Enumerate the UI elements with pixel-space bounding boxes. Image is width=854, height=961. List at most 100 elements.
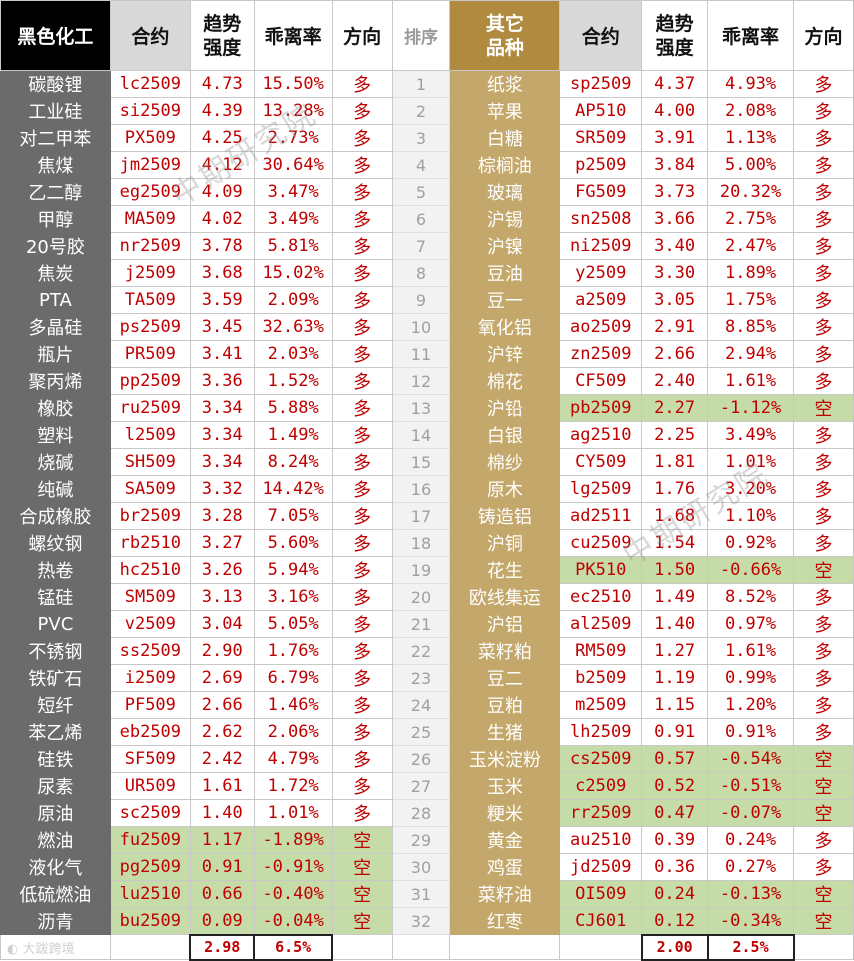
left-trend-strength: 3.78 — [189, 232, 255, 260]
right-contract: p2509 — [559, 151, 643, 179]
right-deviation-rate: 1.89% — [707, 259, 795, 287]
left-deviation-rate: 1.01% — [253, 799, 333, 827]
left-product-name: 塑料 — [0, 421, 111, 449]
right-deviation-rate: 0.91% — [707, 718, 795, 746]
right-product-name: 铸造铝 — [449, 502, 561, 530]
right-direction: 多 — [793, 232, 854, 260]
left-trend-strength: 3.34 — [189, 448, 255, 476]
left-direction: 多 — [331, 259, 393, 287]
right-direction: 多 — [793, 421, 854, 449]
left-direction: 空 — [331, 907, 393, 935]
left-product-name: 对二甲苯 — [0, 124, 111, 152]
rank-number: 20 — [391, 583, 451, 611]
right-deviation-rate: 1.13% — [707, 124, 795, 152]
rank-number: 23 — [391, 664, 451, 692]
table-row: 合成橡胶 br2509 3.28 7.05% 多 17 铸造铝 ad2511 1.68 1.10%… — [0, 502, 854, 530]
right-contract: b2509 — [559, 664, 643, 692]
right-avg-trend: 2.00 — [640, 933, 709, 961]
right-trend-strength: 1.76 — [641, 475, 709, 503]
right-direction: 多 — [793, 475, 854, 503]
right-product-name: 白糖 — [449, 124, 561, 152]
rank-number: 28 — [391, 799, 451, 827]
footer-blank — [559, 934, 643, 960]
right-contract: OI509 — [559, 880, 643, 908]
right-direction: 多 — [793, 367, 854, 395]
right-direction: 多 — [793, 205, 854, 233]
right-trend-strength: 1.81 — [641, 448, 709, 476]
table-row: 乙二醇 eg2509 4.09 3.47% 多 5 玻璃 FG509 3.73 20.32% 多 — [0, 178, 854, 206]
right-contract: cu2509 — [559, 529, 643, 557]
right-deviation-rate: 1.01% — [707, 448, 795, 476]
left-product-name: 低硫燃油 — [0, 880, 111, 908]
left-deviation-rate: -1.89% — [253, 826, 333, 854]
table-body: 碳酸锂 lc2509 4.73 15.50% 多 1 纸浆 sp2509 4.37 4.93% 多 工… — [0, 70, 854, 935]
right-trend-strength: 2.66 — [641, 340, 709, 368]
left-contract: si2509 — [109, 97, 191, 125]
left-product-name: 尿素 — [0, 772, 111, 800]
left-deviation-rate: 6.79% — [253, 664, 333, 692]
right-product-name: 沪镍 — [449, 232, 561, 260]
right-trend-strength: 3.30 — [641, 259, 709, 287]
left-deviation-rate: 5.88% — [253, 394, 333, 422]
right-trend-strength: 3.91 — [641, 124, 709, 152]
left-direction: 多 — [331, 313, 393, 341]
trend-header-line2: 强度 — [655, 36, 694, 59]
left-contract: SM509 — [109, 583, 191, 611]
rank-number: 30 — [391, 853, 451, 881]
table-row: PTA TA509 3.59 2.09% 多 9 豆一 a2509 3.05 1.75% 多 — [0, 286, 854, 314]
rank-number: 32 — [391, 907, 451, 935]
right-deviation-rate: 3.20% — [707, 475, 795, 503]
left-product-name: 不锈钢 — [0, 637, 111, 665]
left-deviation-rate: -0.91% — [253, 853, 333, 881]
right-direction: 多 — [793, 286, 854, 314]
right-contract: PK510 — [559, 556, 643, 584]
right-trend-strength: 2.40 — [641, 367, 709, 395]
right-contract: sn2508 — [559, 205, 643, 233]
right-contract: CF509 — [559, 367, 643, 395]
table-row: 苯乙烯 eb2509 2.62 2.06% 多 25 生猪 lh2509 0.91 0.91% 多 — [0, 718, 854, 746]
right-direction: 空 — [793, 799, 854, 827]
right-direction: 多 — [793, 583, 854, 611]
left-trend-strength: 4.25 — [189, 124, 255, 152]
right-product-name: 豆二 — [449, 664, 561, 692]
right-direction: 多 — [793, 718, 854, 746]
right-trend-strength: 0.91 — [641, 718, 709, 746]
left-direction: 多 — [331, 583, 393, 611]
right-group-header-line1: 其它 — [485, 12, 524, 35]
left-product-name: 聚丙烯 — [0, 367, 111, 395]
left-contract: nr2509 — [109, 232, 191, 260]
right-deviation-rate: 0.97% — [707, 610, 795, 638]
left-direction: 多 — [331, 286, 393, 314]
left-deviation-rate: 2.06% — [253, 718, 333, 746]
logo-text: 大跋跨境 — [22, 941, 75, 957]
left-direction: 多 — [331, 205, 393, 233]
right-trend-strength: 2.91 — [641, 313, 709, 341]
right-deviation-rate: -0.51% — [707, 772, 795, 800]
right-contract: zn2509 — [559, 340, 643, 368]
left-deviation-rate: 3.47% — [253, 178, 333, 206]
rank-number: 13 — [391, 394, 451, 422]
table-row: 液化气 pg2509 0.91 -0.91% 空 30 鸡蛋 jd2509 0.36 0.27% 多 — [0, 853, 854, 881]
left-trend-strength: 0.91 — [189, 853, 255, 881]
right-product-name: 生猪 — [449, 718, 561, 746]
left-product-name: 橡胶 — [0, 394, 111, 422]
left-deviation-rate: 2.73% — [253, 124, 333, 152]
trend-header-line1: 趋势 — [655, 12, 694, 35]
right-trend-strength: 4.00 — [641, 97, 709, 125]
right-product-name: 豆粕 — [449, 691, 561, 719]
left-trend-strength: 0.66 — [189, 880, 255, 908]
table-row: 尿素 UR509 1.61 1.72% 多 27 玉米 c2509 0.52 -0.51% 空 — [0, 772, 854, 800]
header-row: 黑色化工 合约 趋势 强度 乖离率 方向 排序 其它 品种 合约 趋势 强度 乖离率 … — [0, 0, 854, 71]
left-deviation-rate: 5.60% — [253, 529, 333, 557]
right-deviation-rate: -0.66% — [707, 556, 795, 584]
left-contract: SH509 — [109, 448, 191, 476]
left-product-name: 热卷 — [0, 556, 111, 584]
trend-header-line1: 趋势 — [203, 12, 242, 35]
right-trend-strength: 0.24 — [641, 880, 709, 908]
left-trend-strength: 3.27 — [189, 529, 255, 557]
left-direction: 多 — [331, 691, 393, 719]
right-contract: ao2509 — [559, 313, 643, 341]
right-direction: 空 — [793, 772, 854, 800]
right-avg-deviation: 2.5% — [706, 933, 795, 961]
